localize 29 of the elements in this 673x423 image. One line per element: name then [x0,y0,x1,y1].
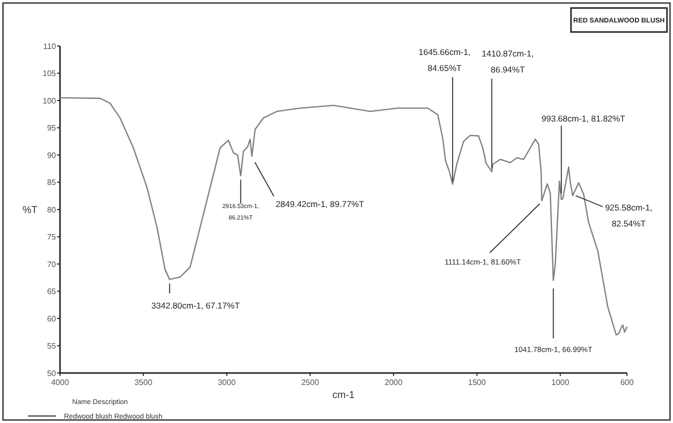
x-tick-label: 2500 [301,378,320,387]
x-tick-label: 3500 [134,378,153,387]
y-tick-label: 55 [47,342,57,351]
y-tick-label: 50 [47,368,57,378]
x-tick-label: 600 [620,378,634,387]
y-tick-label: 95 [47,124,57,133]
x-tick-label: 4000 [51,378,70,387]
x-tick-label: 2000 [384,378,403,387]
annotation: 925.58cm-1, 82.54%T [605,202,652,229]
y-tick-label: 70 [47,260,57,269]
x-tick-label: 1000 [551,378,570,387]
y-tick-label: 110 [43,42,57,51]
annotation: 3342.80cm-1, 67.17%T [151,300,240,310]
y-tick-label: 75 [47,232,57,242]
x-axis-title: cm-1 [332,390,356,401]
annotation: 993.68cm-1, 81.82%T [542,114,626,124]
annotation: 1645.66cm-1, 84.65%T [418,47,471,74]
x-tick-label: 3000 [218,378,236,387]
y-tick-label: 65 [47,287,57,296]
annotation: 1410.87cm-1, 86.94%T [482,48,534,75]
y-tick-label: 60 [47,314,57,324]
x-tick-label: 1500 [468,378,486,387]
y-tick-label: 105 [42,69,57,78]
y-tick-label: 90 [47,150,57,160]
y-axis-title: %T [22,205,38,216]
annotation: 2849.42cm-1, 89.77%T [276,199,364,210]
y-tick-label: 85 [47,178,57,188]
y-tick-label: 100 [42,96,57,106]
y-tick-label: 80 [47,205,57,214]
